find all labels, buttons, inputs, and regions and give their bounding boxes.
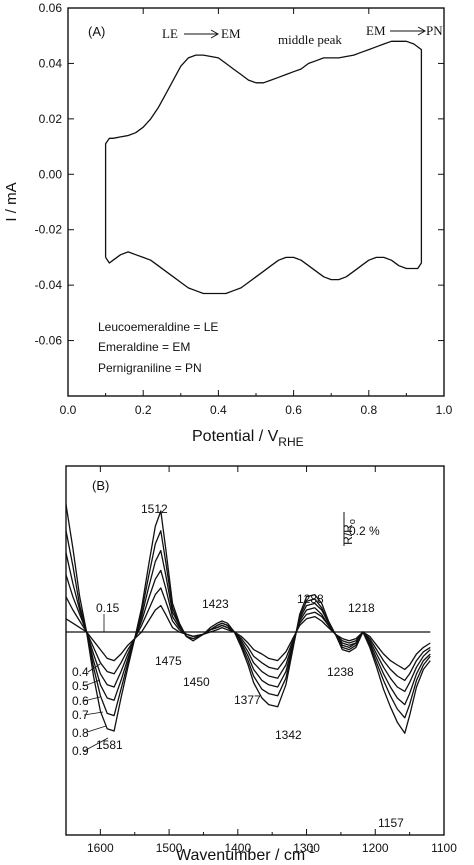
band-label-1288: 1288 — [297, 592, 324, 606]
panel-a-ytick-label: -0.02 — [35, 223, 63, 237]
band-label-1157: 1157 — [378, 816, 404, 830]
potential-label-0.5: 0.5 — [72, 679, 89, 693]
annotation-middle-peak: middle peak — [278, 32, 342, 47]
panel-a-ytick-label: 0.06 — [39, 1, 63, 15]
panel-b-ticks — [65, 466, 445, 835]
annotation-le: LE — [162, 26, 178, 41]
panel-a-xtick-label: 0.4 — [210, 403, 227, 417]
potential-label-0.4: 0.4 — [72, 665, 89, 679]
panel-b-xtick-label: 1400 — [224, 841, 251, 855]
annotation-em-2: EM — [366, 23, 386, 38]
potential-label-0.15: 0.15 — [96, 601, 120, 615]
potential-label-0.7: 0.7 — [72, 708, 89, 722]
band-label-1581: 1581 — [96, 738, 123, 752]
panel-b-xtick-label: 1100 — [431, 841, 457, 855]
panel-a-ylabel: I / mA — [3, 182, 20, 221]
scale-bar-value: 0.2 % — [349, 524, 380, 538]
panel-a-xtick-label: 1.0 — [436, 403, 453, 417]
spectrum-0.9 — [65, 504, 431, 734]
panel-a-ytick-label: 0.02 — [39, 112, 63, 126]
panel-a-ticks — [67, 7, 445, 396]
band-label-1342: 1342 — [275, 728, 302, 742]
band-label-1450: 1450 — [183, 675, 210, 689]
panel-b: 1600 1500 1400 1300 1200 1100 (B) R/Ro 0.2 % … — [65, 465, 457, 864]
annotation-pn: PN — [426, 23, 443, 38]
panel-a-frame — [67, 7, 445, 397]
panel-b-label: (B) — [92, 478, 109, 493]
band-label-1238: 1238 — [327, 665, 354, 679]
band-label-1423: 1423 — [202, 597, 229, 611]
panel-a-xtick-label: 0.2 — [135, 403, 152, 417]
spectrum-0.8 — [65, 530, 431, 719]
legend-pn: Pernigraniline = PN — [98, 361, 202, 375]
potential-label-0.8: 0.8 — [72, 726, 89, 740]
spectrum-0.7 — [65, 549, 431, 706]
panel-b-xtick-label: 1600 — [87, 841, 114, 855]
spectrum-0.5 — [65, 587, 431, 682]
cv-curve — [104, 40, 423, 295]
panel-b-tick-labels: 1600 1500 1400 1300 1200 1100 — [87, 841, 457, 855]
potential-label-0.6: 0.6 — [72, 694, 89, 708]
arrowhead-le-em — [210, 29, 220, 39]
annotation-em: EM — [221, 26, 241, 41]
legend-em: Emeraldine = EM — [98, 340, 190, 354]
panel-a-ytick-label: 0.00 — [39, 167, 63, 181]
band-label-1218: 1218 — [348, 601, 375, 615]
spectrum-0.6 — [65, 569, 431, 693]
panel-a-xtick-label: 0.6 — [285, 403, 302, 417]
potential-label-0.9: 0.9 — [72, 744, 89, 758]
band-label-1512: 1512 — [141, 502, 168, 516]
panel-a: 0.0 0.2 0.4 0.6 0.8 1.0 0.06 0.04 0.02 0.00 -0.02 -… — [3, 1, 453, 449]
panel-b-xtick-label: 1300 — [293, 841, 320, 855]
panel-a-tick-labels: 0.0 0.2 0.4 0.6 0.8 1.0 0.06 0.04 0.02 0.00 -0.02 -… — [35, 1, 453, 417]
panel-b-xtick-label: 1500 — [156, 841, 183, 855]
spectrum-0.4 — [65, 604, 431, 671]
spectra-series — [65, 504, 431, 734]
panel-a-xtick-label: 0.0 — [60, 403, 77, 417]
band-label-1475: 1475 — [155, 654, 182, 668]
panel-a-ytick-label: -0.04 — [35, 278, 63, 292]
panel-a-xlabel: Potential / VRHE — [192, 428, 304, 449]
panel-b-xtick-label: 1200 — [362, 841, 389, 855]
panel-a-label: (A) — [88, 24, 105, 39]
label-leader-lines — [83, 614, 109, 752]
panel-a-ytick-label: -0.06 — [35, 334, 63, 348]
panel-b-xlabel: Wavenumber / cm-1 — [176, 844, 315, 864]
panel-b-frame — [65, 465, 445, 836]
arrowhead-em-pn — [417, 26, 427, 36]
band-label-1377: 1377 — [234, 693, 261, 707]
legend-le: Leucoemeraldine = LE — [98, 320, 218, 334]
panel-a-ytick-label: 0.04 — [39, 56, 63, 70]
panel-a-xtick-label: 0.8 — [360, 403, 377, 417]
